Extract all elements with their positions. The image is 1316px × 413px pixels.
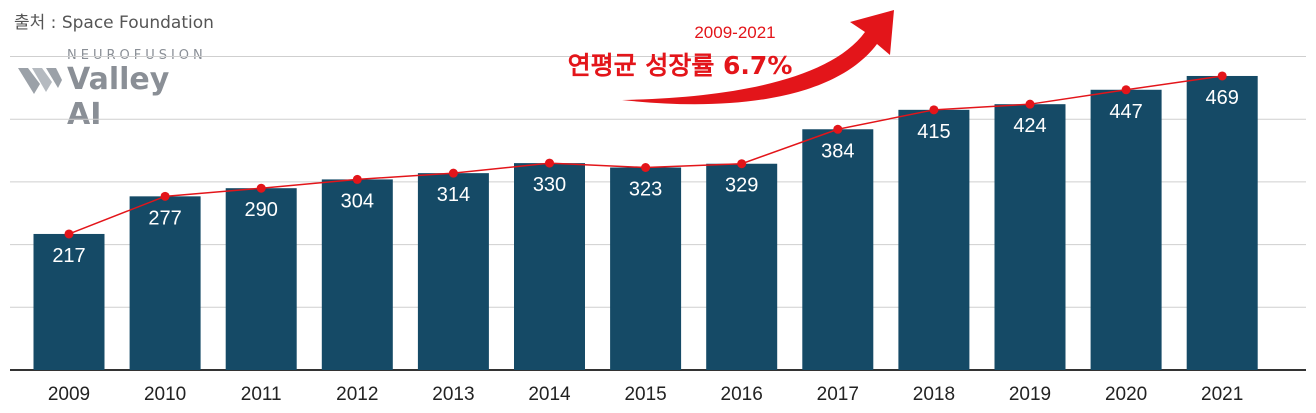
trend-point-2021: [1217, 71, 1227, 81]
logo-subtitle: NEUROFUSION: [67, 48, 207, 63]
logo: NEUROFUSION Valley AI: [14, 46, 214, 132]
x-tick-label: 2010: [144, 384, 186, 405]
x-tick-label: 2014: [528, 384, 571, 405]
bar-labels: 217 277 290 304 314 330 323 329 384 415 424 447 469: [52, 87, 1239, 267]
bar-2014: [514, 163, 585, 370]
bar-value-label: 424: [1013, 115, 1046, 137]
x-tick-label: 2012: [336, 384, 378, 405]
growth-arrow: [622, 10, 894, 105]
bar-value-label: 447: [1109, 101, 1142, 123]
logo-name: Valley AI: [67, 62, 170, 132]
bar-2013: [417, 173, 489, 370]
annotation-range: 2009-2021: [694, 23, 775, 42]
trend-point-2011: [256, 183, 266, 193]
bar-2010: [129, 196, 201, 370]
trend-point-2017: [833, 124, 843, 134]
trend-point-2018: [929, 105, 939, 115]
x-tick-label: 2015: [624, 384, 666, 405]
bar-2012: [321, 179, 393, 370]
x-tick-label: 2017: [817, 384, 859, 405]
x-tick-label: 2020: [1105, 384, 1147, 405]
x-tick-labels: 2009 2010 2011 2012 2013 2014 2015 2016 2017 2018…: [48, 384, 1243, 405]
bar-value-label: 277: [148, 207, 181, 229]
bar-2017: [802, 129, 874, 370]
x-tick-label: 2016: [721, 384, 763, 405]
bar-value-label: 323: [629, 179, 662, 201]
trend-line: [64, 71, 1227, 239]
bar-2020: [1090, 89, 1162, 370]
x-tick-label: 2013: [432, 384, 474, 405]
x-tick-label: 2018: [913, 384, 955, 405]
bar-value-label: 290: [245, 199, 278, 221]
growth-annotation: 2009-2021 연평균 성장률 6.7%: [568, 10, 894, 105]
bar-value-label: 384: [821, 140, 854, 162]
bar-value-label: 304: [341, 190, 374, 212]
bar-2016: [706, 163, 778, 370]
trend-point-2015: [641, 163, 651, 173]
x-tick-label: 2011: [241, 384, 282, 405]
bar-value-label: 469: [1206, 87, 1239, 109]
trend-point-2014: [545, 158, 554, 168]
bar-value-label: 217: [52, 245, 85, 267]
bar-2021: [1186, 75, 1258, 370]
bar-2011: [225, 188, 297, 370]
valley-ai-logo-icon: [18, 68, 62, 94]
x-tick-label: 2021: [1201, 384, 1243, 405]
trend-point-2013: [448, 168, 458, 178]
trend-point-2010: [160, 191, 170, 201]
bar-value-label: 415: [917, 121, 950, 143]
x-tick-label: 2009: [48, 384, 90, 405]
bar-2009: [33, 233, 105, 370]
bar-value-label: 330: [533, 174, 566, 196]
trend-point-2020: [1121, 85, 1131, 95]
trend-point-2012: [352, 174, 362, 184]
trend-point-2016: [737, 159, 747, 169]
bar-2019: [994, 104, 1066, 370]
bar-value-label: 314: [437, 184, 470, 206]
x-tick-label: 2019: [1009, 384, 1051, 405]
bars: [33, 75, 1258, 371]
bar-2015: [610, 167, 682, 370]
annotation-growth-rate: 연평균 성장률 6.7%: [568, 51, 793, 80]
trend-point-2019: [1025, 99, 1035, 109]
trend-point-2009: [64, 229, 74, 239]
bar-2018: [898, 109, 970, 371]
bar-value-label: 329: [725, 175, 758, 197]
source-note: 출처 : Space Foundation: [14, 13, 214, 33]
